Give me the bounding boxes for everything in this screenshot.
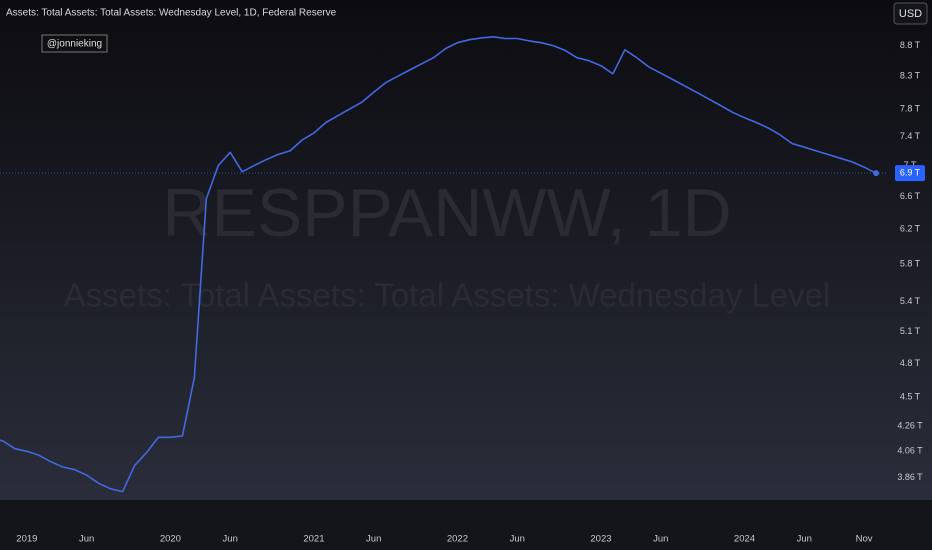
x-tick-label: 2021 [303, 534, 324, 545]
y-tick-label: 8.8 T [900, 40, 921, 50]
currency[interactable]: USD [899, 8, 922, 20]
x-tick-label: Jun [366, 534, 381, 545]
y-tick-label: 6.2 T [900, 224, 921, 234]
y-tick-label: 4.8 T [900, 358, 921, 368]
y-tick-label: 4.06 T [897, 446, 923, 456]
x-tick-label: 2020 [160, 534, 181, 545]
y-tick-label: 4.5 T [900, 392, 921, 402]
y-tick-label: 7 T [904, 160, 917, 170]
author-box [41, 34, 108, 53]
last-value-tag [895, 165, 925, 182]
x-tick-label: Jun [223, 534, 238, 545]
chart-title: Assets: Total Assets: Total Assets: Wedn… [6, 8, 337, 19]
last-point [873, 170, 880, 177]
author: @jonnieking [47, 39, 102, 50]
y-tick-label: 3.86 T [897, 472, 923, 482]
y-tick-label: 5.4 T [900, 296, 921, 306]
x-tick-label: 2024 [734, 534, 755, 545]
x-tick-label: Jun [653, 534, 668, 545]
x-tick-label: Jun [510, 534, 525, 545]
series-line [0, 36, 877, 493]
time-axis-background [0, 500, 932, 550]
x-tick-label: Jun [797, 534, 812, 545]
y-tick-label: 7.4 T [900, 131, 921, 141]
plot [0, 36, 888, 493]
y-tick-label: 5.8 T [900, 259, 921, 269]
y-tick-label: 4.26 T [897, 420, 923, 430]
x-tick-label: Jun [79, 534, 94, 545]
watermark-subtitle: Assets: Total Assets: Total Assets: Wedn… [64, 277, 831, 314]
y-tick-label: 6.6 T [900, 191, 921, 201]
y-tick-label: 7.8 T [900, 103, 921, 113]
currency-button[interactable] [893, 2, 928, 25]
plot-background [0, 0, 932, 500]
last-value-label: 6.9 T [900, 168, 921, 178]
x-tick-label: 2023 [590, 534, 611, 545]
watermark: RESPPANWW, 1D [162, 175, 731, 251]
y-tick-label: 8.3 T [900, 71, 921, 81]
x-tick-label: Nov [856, 534, 873, 545]
y-tick-label: 5.1 T [900, 326, 921, 336]
x-tick-label: 2022 [447, 534, 468, 545]
x-tick-label: 2019 [16, 534, 37, 545]
